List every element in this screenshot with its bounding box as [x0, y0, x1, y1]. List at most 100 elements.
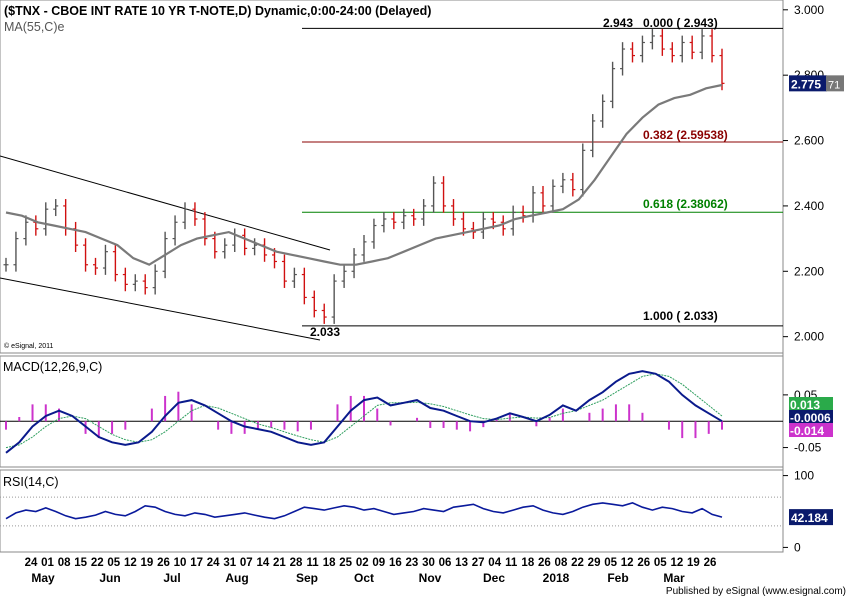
x-tick-label: 25 — [339, 557, 352, 569]
price-y-tick-label: 2.000 — [794, 330, 824, 344]
x-tick-label: 26 — [157, 557, 170, 569]
channel-lower-line — [0, 277, 321, 341]
x-tick-label: 30 — [422, 557, 435, 569]
x-tick-label: 12 — [670, 557, 683, 569]
x-tick-label: 08 — [555, 557, 568, 569]
x-month-label: Jun — [99, 571, 120, 585]
rsi-title: RSI(14,C) — [3, 475, 59, 489]
fib-618-label: 0.618 (2.38062) — [643, 197, 728, 211]
x-tick-label: 23 — [406, 557, 419, 569]
x-tick-label: 02 — [356, 557, 369, 569]
ma-tag: 71 — [828, 79, 840, 91]
macd-value-tag: 0.013 — [790, 398, 820, 412]
x-tick-label: 24 — [207, 557, 220, 569]
macd-value-tag: -0.014 — [790, 424, 824, 438]
swing-low-label: 2.033 — [310, 325, 340, 339]
x-tick-label: 05 — [604, 557, 617, 569]
macd-value-tag-bg — [789, 423, 833, 437]
price-y-tick-label: 2.600 — [794, 134, 824, 148]
x-month-label: Sep — [296, 571, 318, 585]
x-month-label: Jul — [163, 571, 180, 585]
x-tick-label: 11 — [505, 557, 518, 569]
macd-title: MACD(12,26,9,C) — [3, 360, 102, 374]
rsi-panel-frame — [0, 469, 784, 553]
macd-value-tag-bg — [789, 397, 833, 411]
x-tick-label: 19 — [141, 557, 154, 569]
rsi-value-tag-bg — [789, 509, 833, 526]
x-month-label: Dec — [483, 571, 505, 585]
x-tick-label: 26 — [704, 557, 717, 569]
fib-382-label: 0.382 (2.59538) — [643, 128, 728, 142]
x-tick-label: 09 — [372, 557, 385, 569]
macd-line — [5, 370, 723, 454]
rsi-y-tick-label: 0 — [794, 540, 801, 554]
x-tick-label: 11 — [306, 557, 319, 569]
x-month-label: Feb — [607, 571, 628, 585]
x-tick-label: 21 — [273, 557, 286, 569]
copyright-text: © eSignal, 2011 — [4, 342, 54, 350]
swing-high-label: 2.943 — [603, 16, 633, 30]
last-price-tag: 2.775 — [791, 77, 821, 91]
chart-title: ($TNX - CBOE INT RATE 10 YR T-NOTE,D) Dy… — [4, 4, 431, 18]
x-tick-label: 31 — [223, 557, 236, 569]
macd-panel-frame — [0, 355, 784, 468]
x-tick-label: 05 — [654, 557, 667, 569]
x-month-label: Aug — [225, 571, 248, 585]
x-tick-label: 07 — [240, 557, 253, 569]
ma-line-group — [5, 83, 723, 266]
x-tick-label: 29 — [588, 557, 601, 569]
price-panel-frame — [0, 0, 784, 354]
x-tick-label: 01 — [41, 557, 54, 569]
x-tick-label: 15 — [74, 557, 87, 569]
x-tick-label: 16 — [389, 557, 402, 569]
value-tags: 2.775 71 0.013-0.0006-0.014 42.184 — [789, 75, 844, 526]
x-tick-label: 18 — [323, 557, 336, 569]
last-price-tag-bg — [789, 75, 827, 92]
price-y-tick-label: 3.000 — [794, 3, 824, 17]
x-tick-label: 17 — [190, 557, 203, 569]
price-y-tick-label: 2.400 — [794, 199, 824, 213]
ma-label: MA(55,C)e — [4, 20, 64, 34]
macd-plot: 0.05-0.05 — [0, 370, 822, 455]
x-tick-label: 27 — [472, 557, 485, 569]
rsi-line — [5, 502, 723, 520]
macd-y-tick-label: -0.05 — [794, 441, 822, 455]
x-tick-label: 22 — [91, 557, 104, 569]
rsi-value-tag: 42.184 — [791, 511, 828, 525]
x-tick-label: 10 — [174, 557, 187, 569]
channel-upper-line — [0, 155, 331, 251]
rsi-y-tick-label: 100 — [794, 469, 814, 483]
fib-0-label: 0.000 ( 2.943) — [643, 16, 718, 30]
x-tick-label: 04 — [488, 557, 501, 569]
x-tick-label: 05 — [107, 557, 120, 569]
x-month-label: Nov — [419, 571, 442, 585]
x-month-label: May — [31, 571, 55, 585]
macd-value-tag-bg — [789, 410, 833, 424]
ma55-line — [5, 83, 723, 266]
x-tick-label: 12 — [621, 557, 634, 569]
x-tick-label: 14 — [256, 557, 269, 569]
x-axis: 24 01 08 15 22 05 12 19 26 10 17 24 31 07 14 21 28 11 18 25… — [25, 557, 717, 585]
footer-credit: Published by eSignal (www.esignal.com) — [666, 586, 846, 597]
x-tick-label: 18 — [521, 557, 534, 569]
x-tick-label: 12 — [124, 557, 137, 569]
x-tick-label: 19 — [687, 557, 700, 569]
x-tick-label: 13 — [455, 557, 468, 569]
x-month-label: Oct — [354, 571, 374, 585]
x-tick-label: 08 — [58, 557, 71, 569]
ma-tag-bg — [826, 75, 844, 92]
x-tick-label: 22 — [571, 557, 584, 569]
x-tick-label: 26 — [538, 557, 551, 569]
macd-signal-line — [5, 373, 723, 449]
macd-value-tag: -0.0006 — [790, 411, 831, 425]
price-y-tick-label: 2.200 — [794, 264, 824, 278]
rsi-plot: 100 0 — [0, 469, 814, 554]
x-tick-label: 24 — [25, 557, 38, 569]
fibonacci-levels — [302, 27, 783, 327]
x-tick-label: 28 — [290, 557, 303, 569]
x-month-label: 2018 — [543, 571, 570, 585]
fib-100-label: 1.000 ( 2.033) — [643, 309, 718, 323]
x-tick-label: 06 — [439, 557, 452, 569]
